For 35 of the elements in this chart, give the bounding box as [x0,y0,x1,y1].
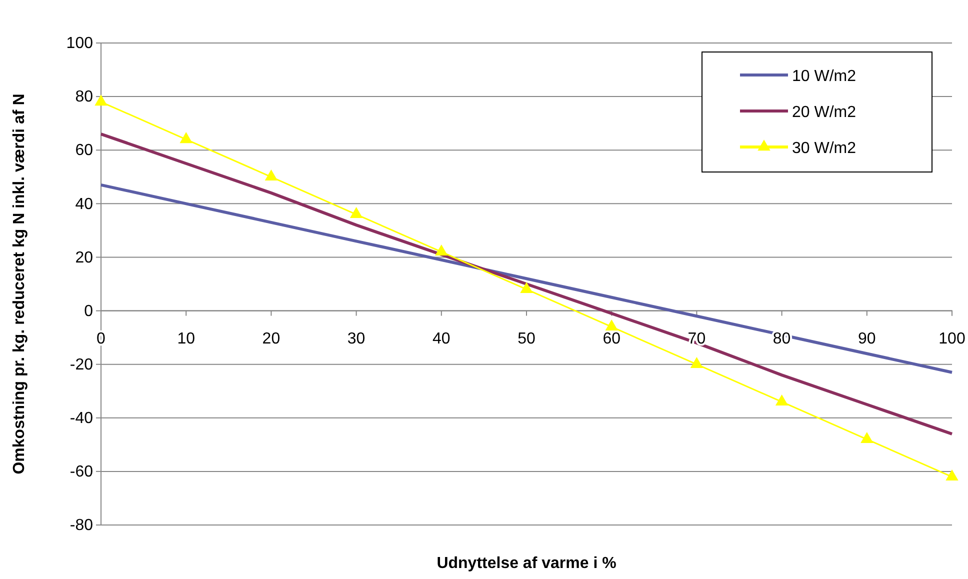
x-tick-label: 100 [938,330,966,348]
y-tick-label: 60 [75,142,94,160]
point [435,244,448,256]
x-tick-label: 10 [177,330,196,348]
point [860,432,874,443]
x-tick-label: 50 [518,330,536,348]
y-tick-label: -40 [70,410,94,428]
y-tick-label: -60 [70,464,94,481]
y-axis-title: Omkostning pr. kg. reduceret kg N inkl. værdi af N [11,94,28,474]
x-tick-label: 90 [858,330,876,348]
x-tick-label: 20 [262,330,280,348]
y-tick-label: 80 [75,88,94,106]
point [520,282,533,294]
x-tick-label: 30 [347,330,366,348]
point [94,94,108,106]
point [605,320,618,331]
point [946,469,958,480]
y-tick-label: 40 [75,196,94,213]
point [775,394,788,406]
y-tick-label: 100 [66,35,94,52]
x-tick-label: 0 [96,330,106,348]
point [350,207,363,218]
y-tick-label: 20 [75,249,94,266]
y-tick-label: -20 [70,356,94,374]
y-tick-label: -80 [70,517,94,534]
point [690,356,704,368]
legend-label: 10 W/m2 [792,68,856,85]
legend-label: 30 W/m2 [792,140,856,157]
x-axis-title: Udnyttelse af varme i % [436,555,616,572]
x-tick-label: 60 [602,330,621,348]
legend-label: 20 W/m2 [792,104,856,121]
y-tick-label: 0 [84,302,94,320]
point [180,132,192,144]
point [264,170,278,181]
x-tick-label: 40 [432,330,450,348]
